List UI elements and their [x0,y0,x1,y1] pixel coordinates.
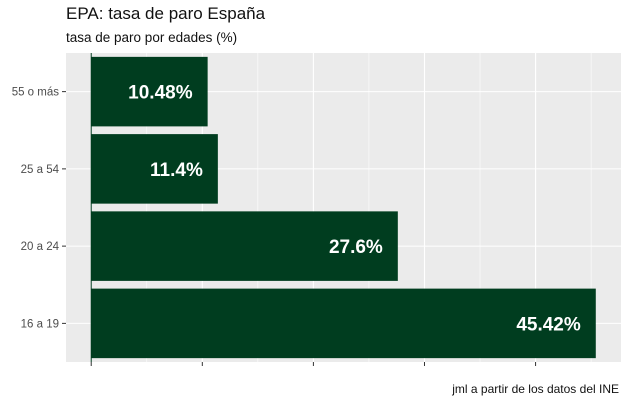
bar [91,288,596,359]
bar-data-label: 10.48% [128,83,193,104]
bar [91,211,398,281]
bar-data-label: 27.6% [329,237,383,258]
y-tick-label: 16 a 19 [21,318,59,330]
chart-subtitle: tasa de paro por edades (%) [66,30,238,45]
y-tick-label: 55 o más [12,87,60,99]
bar [91,56,208,127]
bar-data-label: 45.42% [516,314,581,335]
chart-title: EPA: tasa de paro España [66,4,266,23]
y-tick-label: 25 a 54 [21,164,60,176]
chart-caption: jml a partir de los datos del INE [452,382,619,396]
bars [91,56,596,359]
bar-data-labels: 10.48% 11.4% 27.6% 45.42% [128,83,581,336]
bar-data-label: 11.4% [150,160,203,181]
bar [91,134,218,204]
axes: 55 o más 25 a 54 20 a 24 16 a 19 [12,53,537,366]
y-tick-label: 20 a 24 [21,241,60,253]
